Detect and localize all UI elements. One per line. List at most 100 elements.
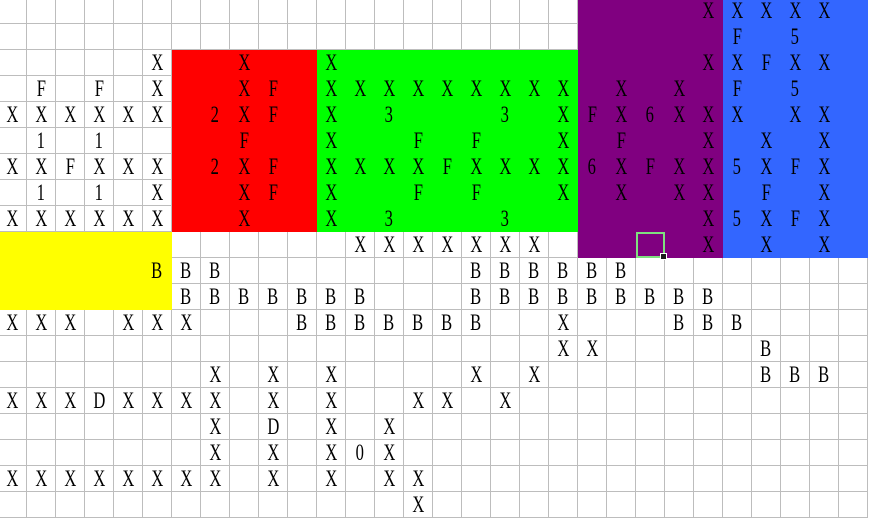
cell-r12-c12[interactable]: B <box>346 310 375 336</box>
cell-r0-c28[interactable]: X <box>810 0 839 24</box>
cell-r0-c8[interactable] <box>230 0 259 24</box>
cell-r4-c2[interactable]: X <box>56 102 85 128</box>
cell-r5-c29[interactable] <box>839 128 868 154</box>
cell-r5-c1[interactable]: 1 <box>27 128 56 154</box>
cell-r0-c12[interactable] <box>346 0 375 24</box>
cell-r6-c8[interactable]: X <box>230 154 259 180</box>
cell-r5-c18[interactable] <box>520 128 549 154</box>
cell-r7-c29[interactable] <box>839 180 868 206</box>
cell-r11-c19[interactable]: B <box>549 284 578 310</box>
cell-r7-c18[interactable] <box>520 180 549 206</box>
cell-r16-c11[interactable]: X <box>317 414 346 440</box>
cell-r7-c22[interactable] <box>636 180 665 206</box>
cell-r4-c7[interactable]: 2 <box>201 102 230 128</box>
cell-r17-c10[interactable] <box>288 440 317 466</box>
cell-r6-c29[interactable] <box>839 154 868 180</box>
cell-r1-c15[interactable] <box>433 24 462 50</box>
cell-r9-c20[interactable] <box>578 232 607 258</box>
cell-r7-c26[interactable]: F <box>752 180 781 206</box>
cell-r19-c19[interactable] <box>549 492 578 518</box>
cell-r2-c13[interactable] <box>375 50 404 76</box>
cell-r8-c27[interactable]: F <box>781 206 810 232</box>
cell-r5-c19[interactable]: X <box>549 128 578 154</box>
cell-r1-c8[interactable] <box>230 24 259 50</box>
cell-r6-c23[interactable]: X <box>665 154 694 180</box>
cell-r17-c25[interactable] <box>723 440 752 466</box>
cell-r16-c13[interactable]: X <box>375 414 404 440</box>
cell-r11-c11[interactable]: B <box>317 284 346 310</box>
cell-r13-c24[interactable] <box>694 336 723 362</box>
cell-r3-c12[interactable]: X <box>346 76 375 102</box>
cell-r15-c17[interactable]: X <box>491 388 520 414</box>
cell-r1-c2[interactable] <box>56 24 85 50</box>
cell-r14-c6[interactable] <box>172 362 201 388</box>
cell-r5-c16[interactable]: F <box>462 128 491 154</box>
cell-r4-c22[interactable]: 6 <box>636 102 665 128</box>
cell-r9-c24[interactable]: X <box>694 232 723 258</box>
cell-r18-c22[interactable] <box>636 466 665 492</box>
cell-r7-c28[interactable]: X <box>810 180 839 206</box>
cell-r19-c17[interactable] <box>491 492 520 518</box>
cell-r5-c11[interactable]: X <box>317 128 346 154</box>
cell-r3-c25[interactable]: F <box>723 76 752 102</box>
cell-r18-c0[interactable]: X <box>0 466 27 492</box>
cell-r15-c25[interactable] <box>723 388 752 414</box>
cell-r9-c13[interactable]: X <box>375 232 404 258</box>
cell-r14-c27[interactable]: B <box>781 362 810 388</box>
cell-r1-c3[interactable] <box>85 24 114 50</box>
cell-r15-c28[interactable] <box>810 388 839 414</box>
cell-r13-c3[interactable] <box>85 336 114 362</box>
cell-r13-c27[interactable] <box>781 336 810 362</box>
cell-r3-c1[interactable]: F <box>27 76 56 102</box>
cell-r19-c6[interactable] <box>172 492 201 518</box>
cell-r12-c6[interactable]: X <box>172 310 201 336</box>
cell-r19-c3[interactable] <box>85 492 114 518</box>
cell-r11-c0[interactable] <box>0 284 27 310</box>
cell-r6-c11[interactable]: X <box>317 154 346 180</box>
cell-r5-c28[interactable]: X <box>810 128 839 154</box>
cell-r10-c22[interactable] <box>636 258 665 284</box>
cell-r8-c23[interactable] <box>665 206 694 232</box>
cell-r12-c7[interactable] <box>201 310 230 336</box>
cell-r10-c6[interactable]: B <box>172 258 201 284</box>
cell-r7-c5[interactable]: X <box>143 180 172 206</box>
cell-r2-c0[interactable] <box>0 50 27 76</box>
cell-r8-c2[interactable]: X <box>56 206 85 232</box>
cell-r14-c23[interactable] <box>665 362 694 388</box>
cell-r8-c21[interactable] <box>607 206 636 232</box>
cell-r15-c24[interactable] <box>694 388 723 414</box>
cell-r8-c16[interactable] <box>462 206 491 232</box>
cell-r0-c6[interactable] <box>172 0 201 24</box>
cell-r9-c22[interactable] <box>636 232 665 258</box>
cell-r14-c13[interactable] <box>375 362 404 388</box>
cell-r19-c24[interactable] <box>694 492 723 518</box>
cell-r5-c6[interactable] <box>172 128 201 154</box>
cell-r15-c27[interactable] <box>781 388 810 414</box>
cell-r19-c21[interactable] <box>607 492 636 518</box>
cell-r15-c21[interactable] <box>607 388 636 414</box>
cell-r9-c18[interactable]: X <box>520 232 549 258</box>
cell-r16-c4[interactable] <box>114 414 143 440</box>
cell-r13-c22[interactable] <box>636 336 665 362</box>
cell-r2-c5[interactable]: X <box>143 50 172 76</box>
cell-r3-c22[interactable] <box>636 76 665 102</box>
cell-r15-c7[interactable]: X <box>201 388 230 414</box>
cell-r19-c18[interactable] <box>520 492 549 518</box>
cell-r15-c16[interactable] <box>462 388 491 414</box>
cell-r2-c16[interactable] <box>462 50 491 76</box>
cell-r6-c28[interactable]: X <box>810 154 839 180</box>
cell-r15-c23[interactable] <box>665 388 694 414</box>
cell-r17-c19[interactable] <box>549 440 578 466</box>
cell-r17-c21[interactable] <box>607 440 636 466</box>
cell-r16-c12[interactable] <box>346 414 375 440</box>
cell-r17-c18[interactable] <box>520 440 549 466</box>
cell-r13-c26[interactable]: B <box>752 336 781 362</box>
cell-r8-c25[interactable]: 5 <box>723 206 752 232</box>
cell-r10-c25[interactable] <box>723 258 752 284</box>
cell-r18-c7[interactable]: X <box>201 466 230 492</box>
cell-r3-c2[interactable] <box>56 76 85 102</box>
cell-r2-c15[interactable] <box>433 50 462 76</box>
cell-r7-c13[interactable] <box>375 180 404 206</box>
cell-r8-c9[interactable] <box>259 206 288 232</box>
cell-r9-c11[interactable] <box>317 232 346 258</box>
